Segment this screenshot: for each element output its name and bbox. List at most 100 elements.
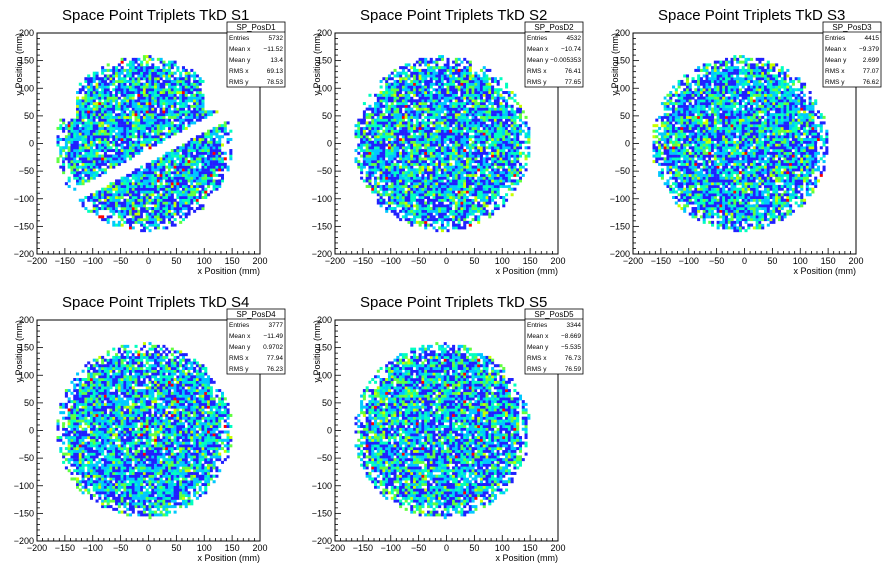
heatmap-cell — [457, 126, 461, 130]
heatmap-cell — [482, 198, 486, 202]
heatmap-cell — [170, 176, 174, 180]
heatmap-cell — [98, 129, 102, 133]
heatmap-cell — [390, 151, 394, 155]
heatmap-cell — [123, 201, 127, 205]
heatmap-cell — [145, 71, 149, 75]
heatmap-cell — [179, 195, 183, 199]
heatmap-cell — [173, 91, 177, 95]
heatmap-cell — [496, 168, 500, 172]
heatmap-cell — [387, 129, 391, 133]
heatmap-cell — [181, 104, 185, 108]
heatmap-cell — [468, 115, 472, 119]
heatmap-cell — [95, 160, 99, 164]
heatmap-cell — [471, 74, 475, 78]
heatmap-cell — [426, 218, 431, 222]
heatmap-cell — [466, 204, 470, 208]
heatmap-cell — [115, 223, 119, 227]
heatmap-cell — [204, 149, 208, 153]
heatmap-cell — [432, 99, 436, 103]
heatmap-cell — [176, 162, 180, 166]
heatmap-cell — [131, 209, 135, 213]
heatmap-cell — [115, 135, 119, 139]
heatmap-cell — [195, 165, 199, 169]
heatmap-cell — [181, 110, 185, 114]
heatmap-cell — [393, 113, 397, 117]
heatmap-cell — [413, 91, 417, 95]
heatmap-cell — [424, 220, 428, 224]
heatmap-cell — [148, 126, 152, 130]
heatmap-cell — [471, 190, 475, 194]
heatmap-cell — [151, 212, 155, 216]
heatmap-cell — [371, 126, 375, 130]
heatmap-cell — [466, 151, 470, 155]
heatmap-cell — [106, 146, 110, 150]
heatmap-cell — [103, 198, 107, 202]
heatmap-cell — [162, 218, 166, 222]
heatmap-cell — [159, 165, 163, 169]
heatmap-cell — [140, 207, 144, 211]
heatmap-cell — [463, 215, 467, 219]
heatmap-cell — [162, 226, 166, 230]
heatmap-cell — [491, 157, 495, 161]
heatmap-cell — [106, 198, 110, 202]
heatmap-cell — [471, 171, 475, 175]
heatmap-cell — [140, 126, 144, 130]
heatmap-cell — [440, 151, 444, 155]
heatmap-cell — [357, 121, 361, 125]
heatmap-cell — [70, 137, 74, 141]
heatmap-cell — [426, 190, 431, 194]
heatmap-cell — [440, 229, 444, 233]
heatmap-cell — [491, 104, 495, 108]
heatmap-cell — [226, 132, 230, 136]
heatmap-cell — [365, 137, 369, 141]
heatmap-cell — [95, 82, 99, 86]
heatmap-cell — [457, 201, 461, 205]
heatmap-cell — [368, 179, 372, 183]
heatmap-cell — [207, 132, 211, 136]
heatmap-cell — [407, 126, 411, 130]
heatmap-cell — [435, 66, 439, 70]
heatmap-cell — [482, 204, 486, 208]
heatmap-cell — [120, 66, 124, 70]
heatmap-cell — [123, 91, 127, 95]
heatmap-cell — [488, 198, 492, 202]
heatmap-cell — [142, 118, 146, 122]
heatmap-cell — [443, 71, 447, 75]
heatmap-cell — [426, 129, 431, 133]
heatmap-cell — [126, 146, 130, 150]
heatmap-cell — [440, 193, 444, 197]
heatmap-cell — [460, 137, 464, 141]
heatmap-cell — [443, 204, 447, 208]
heatmap-cell — [454, 129, 458, 133]
heatmap-cell — [123, 110, 127, 114]
heatmap-cell — [218, 126, 222, 130]
heatmap-cell — [452, 160, 456, 164]
heatmap-cell — [120, 176, 124, 180]
heatmap-cell — [128, 143, 133, 147]
heatmap-cell — [193, 154, 197, 158]
heatmap-cell — [134, 66, 138, 70]
heatmap-cell — [156, 212, 160, 216]
heatmap-cell — [62, 168, 66, 172]
heatmap-cell — [184, 68, 188, 72]
heatmap-cell — [426, 204, 431, 208]
heatmap-cell — [67, 135, 71, 139]
heatmap-cell — [452, 129, 456, 133]
heatmap-cell — [418, 179, 422, 183]
heatmap-cell — [432, 157, 436, 161]
heatmap-cell — [407, 93, 411, 97]
heatmap-cell — [440, 132, 444, 136]
heatmap-cell — [443, 60, 447, 64]
heatmap-cell — [379, 107, 383, 111]
heatmap-cell — [204, 173, 208, 177]
heatmap-cell — [496, 88, 500, 92]
heatmap-cell — [198, 195, 202, 199]
heatmap-cell — [128, 146, 133, 150]
heatmap-cell — [477, 93, 481, 97]
heatmap-cell — [457, 151, 461, 155]
heatmap-cell — [195, 171, 199, 175]
heatmap-cell — [382, 137, 386, 141]
heatmap-cell — [413, 218, 417, 222]
heatmap-cell — [449, 104, 453, 108]
heatmap-cell — [92, 143, 96, 147]
